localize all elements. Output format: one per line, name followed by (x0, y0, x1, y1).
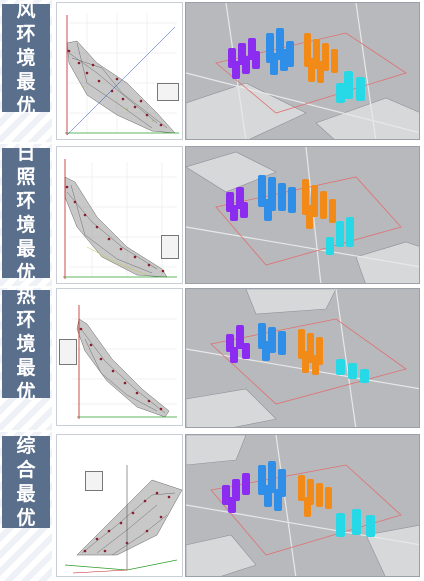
row-comprehensive: 综 合 最 优 (0, 432, 424, 581)
building-scheme-map (185, 288, 420, 428)
label-char: 照 (16, 166, 36, 188)
label-char: 风 (16, 0, 36, 21)
building-scheme-graphic (186, 3, 419, 139)
label-char: 最 (16, 483, 36, 505)
label-char: 优 (16, 381, 36, 403)
label-char: 最 (16, 238, 36, 260)
pareto-chart-graphic (64, 465, 182, 574)
building-scheme-graphic (186, 435, 419, 576)
building-scheme-map (185, 2, 420, 140)
pareto-chart (56, 288, 183, 426)
label-char: 日 (16, 142, 36, 164)
label-char: 最 (16, 357, 36, 379)
label-char: 优 (16, 262, 36, 284)
building-scheme-graphic (186, 147, 419, 283)
row-wind: 风 环 境 最 优 (0, 0, 424, 142)
pareto-chart (56, 434, 183, 577)
label-char: 合 (16, 459, 36, 481)
pareto-note (157, 83, 179, 101)
label-char: 优 (16, 95, 36, 117)
pareto-chart (56, 146, 183, 284)
pareto-note (161, 235, 179, 259)
label-char: 环 (16, 309, 36, 331)
label-char: 境 (16, 333, 36, 355)
label-char: 境 (16, 214, 36, 236)
building-scheme-graphic (186, 289, 419, 427)
pareto-chart-graphic (63, 159, 177, 279)
label-char: 综 (16, 435, 36, 457)
label-char: 优 (16, 507, 36, 529)
row-label: 综 合 最 优 (2, 435, 50, 529)
row-thermal: 热 环 境 最 优 (0, 285, 424, 430)
row-label: 风 环 境 最 优 (2, 0, 50, 117)
building-scheme-map (185, 146, 420, 284)
label-char: 环 (16, 190, 36, 212)
label-char: 最 (16, 71, 36, 93)
pareto-note (59, 339, 77, 365)
building-scheme-map (185, 434, 420, 577)
pareto-chart-graphic (65, 13, 179, 136)
pareto-chart (56, 2, 183, 140)
row-sunlight: 日 照 环 境 最 优 (0, 142, 424, 286)
label-char: 热 (16, 285, 36, 307)
pareto-note (85, 471, 103, 491)
pareto-chart-graphic (72, 305, 177, 419)
label-char: 境 (16, 47, 36, 69)
label-char: 环 (16, 23, 36, 45)
row-label: 日 照 环 境 最 优 (2, 142, 50, 284)
row-label: 热 环 境 最 优 (2, 285, 50, 403)
